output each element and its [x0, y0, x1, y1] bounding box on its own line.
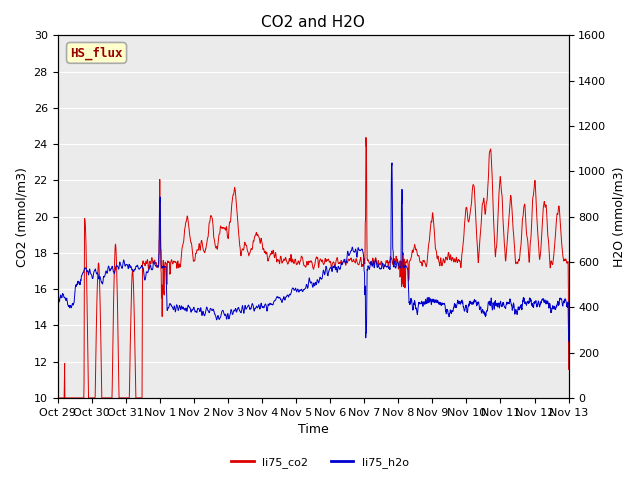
- Title: CO2 and H2O: CO2 and H2O: [261, 15, 365, 30]
- Line: li75_h2o: li75_h2o: [58, 163, 568, 341]
- li75_h2o: [339, 261, 346, 266]
- li75_h2o: [520, 297, 527, 302]
- li75_co2: [339, 260, 346, 265]
- Legend: li75_co2, li75_h2o: li75_co2, li75_h2o: [227, 452, 413, 472]
- li75_h2o: [461, 304, 469, 310]
- li75_h2o: [534, 300, 541, 306]
- li75_co2: [362, 134, 370, 140]
- Y-axis label: CO2 (mmol/m3): CO2 (mmol/m3): [15, 167, 28, 266]
- X-axis label: Time: Time: [298, 423, 328, 436]
- li75_h2o: [328, 265, 335, 271]
- li75_h2o: [54, 338, 61, 344]
- Line: li75_co2: li75_co2: [58, 137, 568, 398]
- li75_co2: [534, 231, 541, 237]
- Text: HS_flux: HS_flux: [70, 46, 123, 60]
- li75_co2: [564, 367, 572, 372]
- li75_co2: [196, 247, 204, 253]
- li75_co2: [54, 395, 61, 401]
- li75_co2: [520, 206, 527, 212]
- Y-axis label: H2O (mmol/m3): H2O (mmol/m3): [612, 167, 625, 267]
- li75_h2o: [196, 309, 204, 314]
- li75_h2o: [388, 160, 396, 166]
- li75_h2o: [564, 338, 572, 344]
- li75_co2: [328, 265, 335, 271]
- li75_co2: [461, 212, 469, 217]
